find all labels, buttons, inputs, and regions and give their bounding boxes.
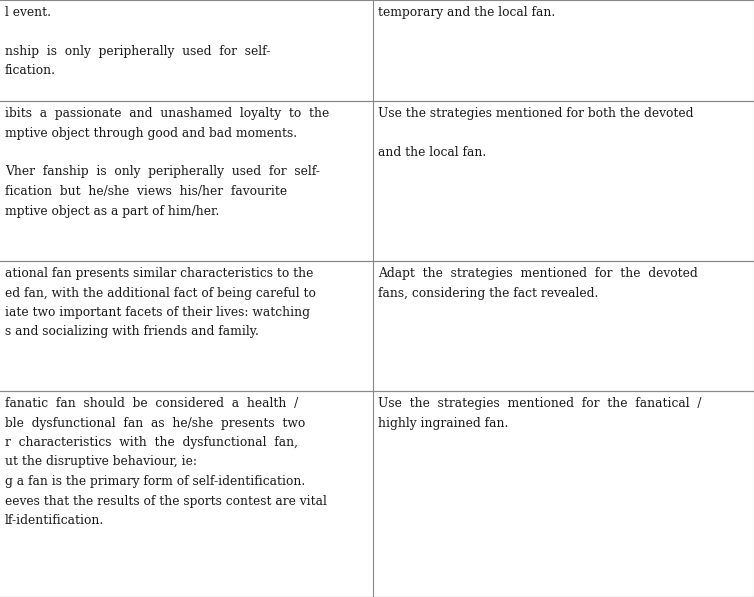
Text: ibits  a  passionate  and  unashamed  loyalty  to  the
mptive object through goo: ibits a passionate and unashamed loyalty… bbox=[5, 107, 329, 217]
Text: temporary and the local fan.: temporary and the local fan. bbox=[378, 6, 555, 19]
Text: l event.

nship  is  only  peripherally  used  for  self-
fication.: l event. nship is only peripherally used… bbox=[5, 6, 271, 78]
Text: Use the strategies mentioned for both the devoted

and the local fan.: Use the strategies mentioned for both th… bbox=[378, 107, 694, 159]
Text: Use  the  strategies  mentioned  for  the  fanatical  /
highly ingrained fan.: Use the strategies mentioned for the fan… bbox=[378, 397, 701, 429]
Text: ational fan presents similar characteristics to the
ed fan, with the additional : ational fan presents similar characteris… bbox=[5, 267, 316, 338]
Text: Adapt  the  strategies  mentioned  for  the  devoted
fans, considering the fact : Adapt the strategies mentioned for the d… bbox=[378, 267, 697, 300]
Text: fanatic  fan  should  be  considered  a  health  /
ble  dysfunctional  fan  as  : fanatic fan should be considered a healt… bbox=[5, 397, 327, 527]
